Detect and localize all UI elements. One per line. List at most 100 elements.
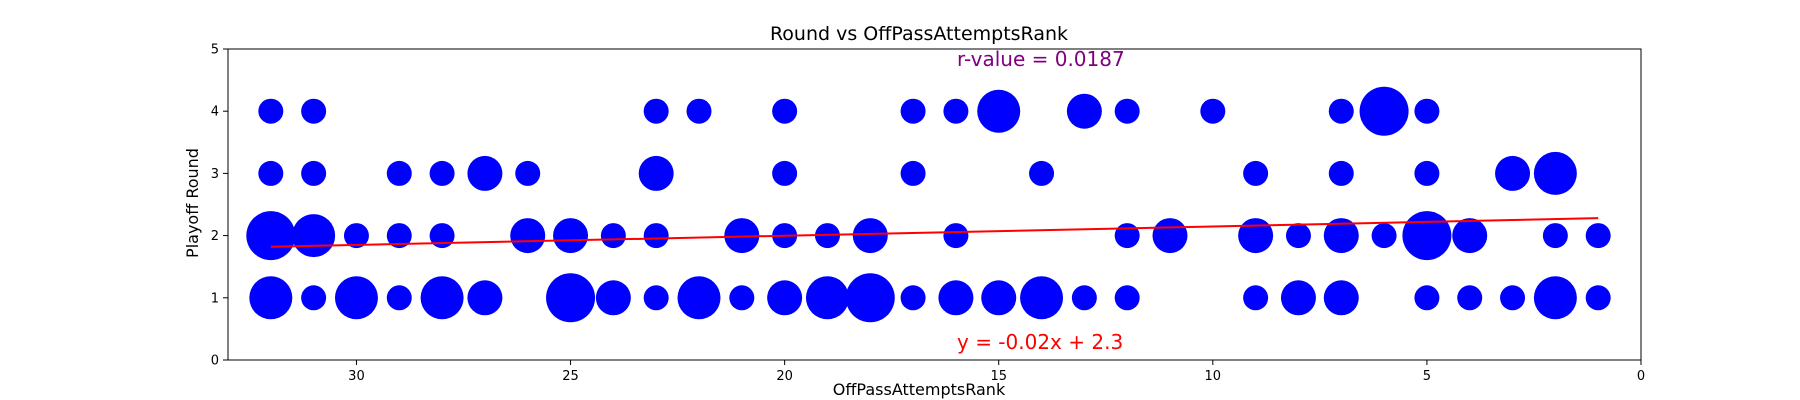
data-point: [386, 285, 412, 311]
data-point: [386, 223, 412, 249]
data-point: [686, 98, 712, 124]
y-tick-label: 0: [211, 354, 219, 369]
points-layer: [246, 86, 1611, 323]
data-point: [1533, 151, 1577, 195]
data-point: [852, 218, 888, 254]
data-point: [1114, 285, 1140, 311]
data-point: [553, 218, 589, 254]
data-point: [1414, 285, 1440, 311]
data-point: [292, 214, 336, 258]
data-point: [600, 223, 626, 249]
data-point: [1071, 285, 1097, 311]
data-point: [515, 160, 541, 186]
data-point: [334, 276, 378, 320]
data-point: [845, 273, 895, 323]
y-tick-label: 5: [211, 43, 219, 58]
data-point: [1371, 223, 1397, 249]
data-point: [546, 273, 596, 323]
data-point: [420, 276, 464, 320]
data-point: [1243, 160, 1269, 186]
data-point: [467, 155, 503, 191]
data-point: [943, 223, 969, 249]
data-point: [772, 98, 798, 124]
data-point: [1328, 98, 1354, 124]
data-point: [1500, 285, 1526, 311]
data-point: [1114, 98, 1140, 124]
data-point: [977, 89, 1021, 133]
x-axis-ticks: 30 25 20 15 10 5 0: [348, 360, 1645, 384]
data-point: [938, 280, 974, 316]
data-point: [258, 160, 284, 186]
x-tick-label: 20: [776, 369, 793, 384]
data-point: [643, 98, 669, 124]
data-point: [1285, 223, 1311, 249]
y-tick-label: 4: [211, 105, 219, 120]
data-point: [1452, 218, 1488, 254]
data-point: [643, 285, 669, 311]
data-point: [1243, 285, 1269, 311]
y-tick-label: 3: [211, 167, 219, 182]
data-point: [900, 285, 926, 311]
y-axis-label: Playoff Round: [183, 148, 202, 258]
data-point: [246, 211, 296, 261]
data-point: [900, 160, 926, 186]
data-point: [677, 276, 721, 320]
data-point: [429, 223, 455, 249]
x-tick-label: 15: [990, 369, 1007, 384]
y-axis-ticks: 0 1 2 3 4 5: [211, 43, 228, 369]
data-point: [1585, 223, 1611, 249]
data-point: [900, 98, 926, 124]
data-point: [1402, 211, 1452, 261]
x-tick-label: 10: [1205, 369, 1222, 384]
data-point: [595, 280, 631, 316]
data-point: [643, 223, 669, 249]
data-point: [301, 285, 327, 311]
data-point: [249, 276, 293, 320]
data-point: [301, 98, 327, 124]
data-point: [301, 160, 327, 186]
data-point: [1359, 86, 1409, 136]
data-point: [724, 218, 760, 254]
data-point: [1323, 280, 1359, 316]
data-point: [1457, 285, 1483, 311]
x-axis-label: OffPassAttemptsRank: [833, 380, 1006, 399]
data-point: [1280, 280, 1316, 316]
data-point: [386, 160, 412, 186]
data-point: [258, 98, 284, 124]
data-point: [729, 285, 755, 311]
data-point: [638, 155, 674, 191]
data-point: [1328, 160, 1354, 186]
data-point: [1200, 98, 1226, 124]
data-point: [1029, 160, 1055, 186]
x-tick-label: 25: [562, 369, 579, 384]
data-point: [1495, 155, 1531, 191]
trendline: [270, 217, 1599, 248]
data-point: [467, 280, 503, 316]
data-point: [1066, 93, 1102, 129]
data-point: [1414, 98, 1440, 124]
x-tick-label: 5: [1423, 369, 1431, 384]
data-point: [1542, 223, 1568, 249]
data-point: [943, 98, 969, 124]
data-point: [1152, 218, 1188, 254]
data-point: [981, 280, 1017, 316]
data-point: [767, 280, 803, 316]
data-point: [805, 276, 849, 320]
data-point: [1020, 276, 1064, 320]
data-point: [772, 160, 798, 186]
data-point: [1414, 160, 1440, 186]
y-tick-label: 2: [211, 229, 219, 244]
data-point: [429, 160, 455, 186]
data-point: [1114, 223, 1140, 249]
data-point: [1585, 285, 1611, 311]
data-point: [1323, 218, 1359, 254]
data-point: [1238, 218, 1274, 254]
y-tick-label: 1: [211, 291, 219, 306]
data-point: [343, 223, 369, 249]
r-value-annotation: r-value = 0.0187: [957, 47, 1125, 71]
data-point: [1533, 276, 1577, 320]
plot-frame: [227, 48, 1642, 361]
regression-equation-annotation: y = -0.02x + 2.3: [957, 330, 1123, 354]
data-point: [510, 218, 546, 254]
